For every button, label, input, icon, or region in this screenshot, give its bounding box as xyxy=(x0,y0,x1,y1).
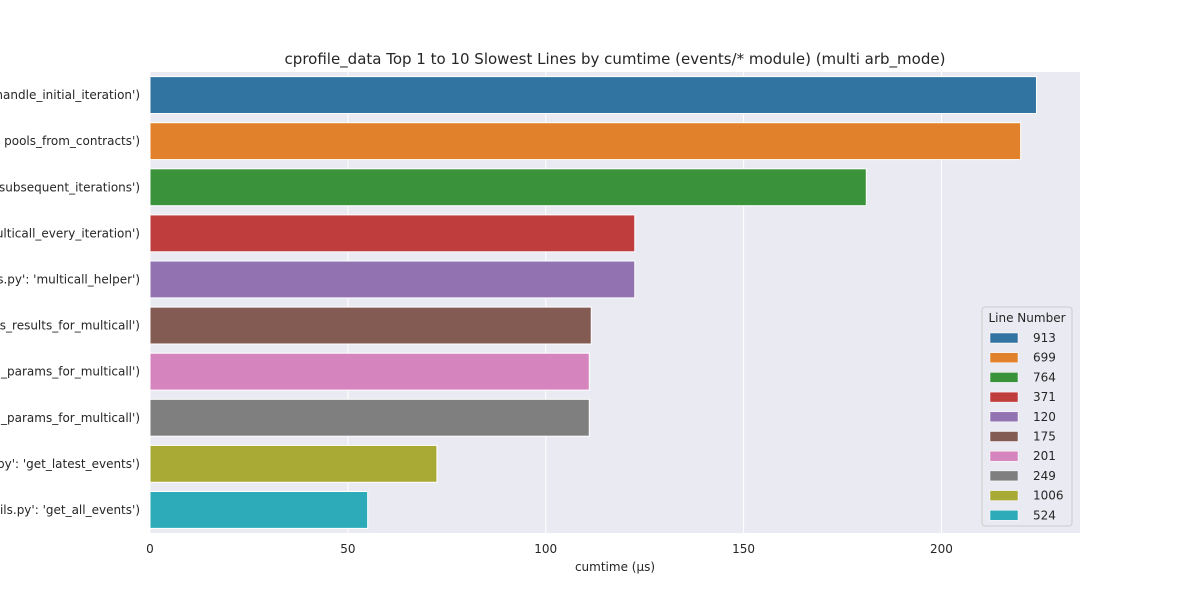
x-tick-label: 150 xyxy=(732,542,755,556)
legend-swatch xyxy=(989,470,1019,482)
legend-entry: 699 xyxy=(1033,351,1056,365)
legend-entry: 249 xyxy=(1033,469,1056,483)
legend-swatch xyxy=(989,372,1019,383)
x-tick-label: 100 xyxy=(534,542,557,556)
bar xyxy=(149,260,636,299)
y-tick-label: s_results_for_multicall') xyxy=(0,319,140,333)
legend-swatch xyxy=(989,490,1019,501)
y-tick-label: s.py': 'multicall_helper') xyxy=(0,272,140,286)
legend-entry: 175 xyxy=(1033,430,1056,444)
legend-swatch xyxy=(989,510,1019,521)
x-axis-label: cumtime (µs) xyxy=(575,560,655,574)
bars xyxy=(149,76,1037,529)
legend-swatch xyxy=(989,411,1019,423)
legend-entry: 1006 xyxy=(1033,489,1064,503)
legend-entry: 371 xyxy=(1033,390,1056,404)
legend-swatch xyxy=(989,352,1019,363)
x-tick-label: 50 xyxy=(340,542,355,556)
x-tick-label: 200 xyxy=(930,542,953,556)
y-tick-label: py': 'get_latest_events') xyxy=(0,457,140,471)
bar xyxy=(149,76,1037,114)
legend-entry: 764 xyxy=(1033,370,1056,384)
y-tick-labels: handle_initial_iteration') pools_from_con… xyxy=(0,88,140,517)
bar xyxy=(149,168,867,207)
legend-swatch xyxy=(989,391,1019,403)
y-tick-label: _params_for_multicall') xyxy=(0,365,140,379)
legend-swatch xyxy=(989,450,1019,462)
legend-swatch xyxy=(989,431,1019,442)
legend-entry: 201 xyxy=(1033,449,1056,463)
x-tick-label: 0 xyxy=(146,542,154,556)
legend: Line Number 913 699 764 371 120 175 201 249 1006… xyxy=(981,306,1073,527)
bar xyxy=(149,306,592,345)
bar xyxy=(149,352,590,391)
y-tick-label: pools_from_contracts') xyxy=(4,134,140,148)
bar xyxy=(149,444,438,483)
legend-title: Line Number xyxy=(988,311,1065,325)
bar xyxy=(149,398,590,437)
legend-entry: 524 xyxy=(1033,508,1056,522)
legend-items: 913 699 764 371 120 175 201 249 1006 524 xyxy=(989,331,1064,522)
y-tick-label: handle_initial_iteration') xyxy=(0,88,140,102)
legend-swatch xyxy=(989,332,1019,344)
bar xyxy=(149,122,1022,161)
bar xyxy=(149,214,636,253)
y-tick-label: _params_for_multicall') xyxy=(0,411,140,425)
y-tick-label: ils.py': 'get_all_events') xyxy=(0,503,140,517)
bar xyxy=(149,491,369,529)
y-tick-label: subsequent_iterations') xyxy=(0,180,140,194)
legend-entry: 120 xyxy=(1033,410,1056,424)
chart-title: cprofile_data Top 1 to 10 Slowest Lines … xyxy=(285,50,946,69)
x-tick-labels: 0 50 100 150 200 xyxy=(146,542,953,556)
legend-entry: 913 xyxy=(1033,331,1056,345)
y-tick-label: ulticall_every_iteration') xyxy=(0,226,140,240)
